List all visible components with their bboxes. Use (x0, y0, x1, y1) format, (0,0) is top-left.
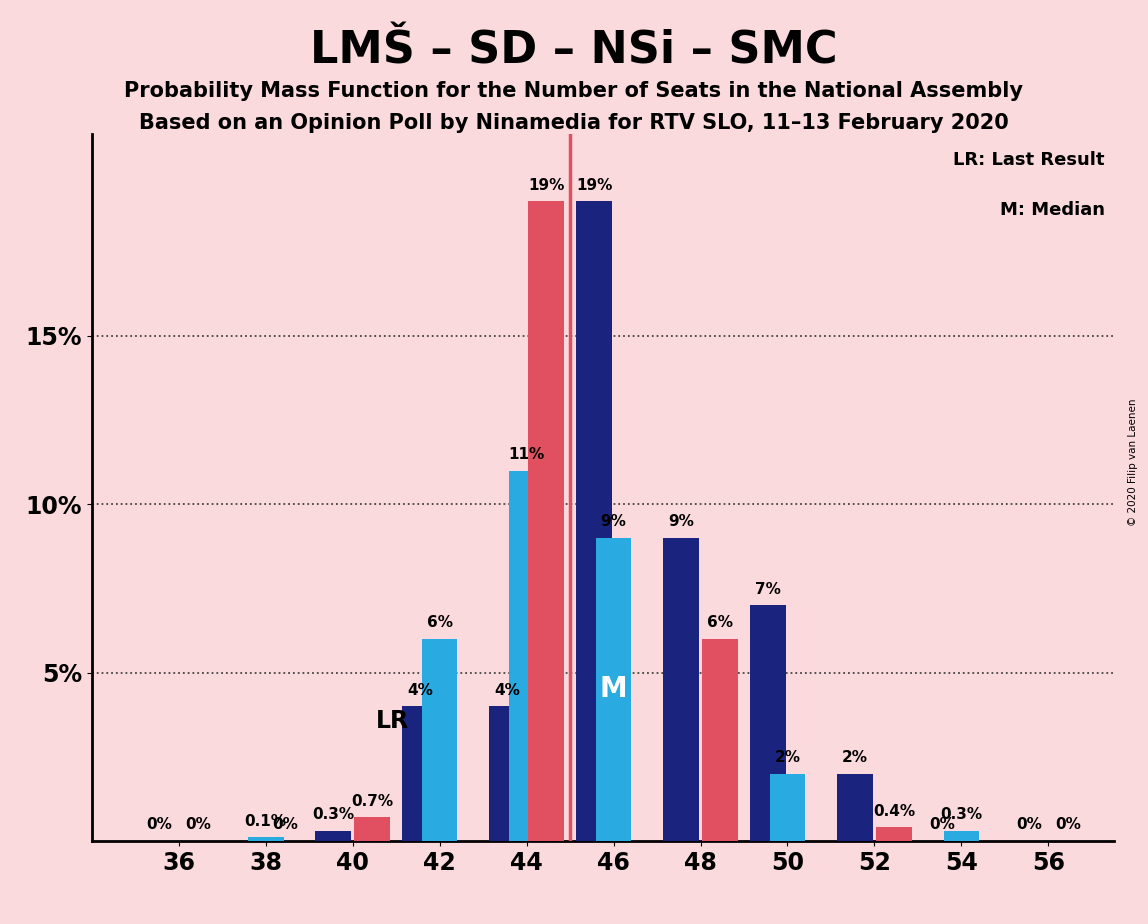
Bar (316, 831, 351, 841)
Bar (248, 837, 284, 841)
Text: M: M (599, 675, 627, 703)
Text: 9%: 9% (668, 515, 693, 529)
Text: 6%: 6% (707, 615, 734, 630)
Text: 11%: 11% (509, 447, 545, 462)
Bar (837, 773, 872, 841)
Text: Probability Mass Function for the Number of Seats in the National Assembly: Probability Mass Function for the Number… (124, 81, 1024, 102)
Bar (876, 827, 912, 841)
Text: 2%: 2% (775, 750, 800, 765)
Text: M: Median: M: Median (1000, 201, 1104, 219)
Bar (355, 818, 390, 841)
Text: 0%: 0% (186, 818, 211, 833)
Bar (944, 831, 979, 841)
Bar (402, 706, 437, 841)
Text: LR: LR (377, 709, 409, 733)
Bar (421, 638, 458, 841)
Text: 0.7%: 0.7% (351, 794, 394, 808)
Bar (769, 773, 805, 841)
Bar (750, 605, 785, 841)
Bar (596, 538, 631, 841)
Text: 0.3%: 0.3% (940, 808, 983, 822)
Text: 0.3%: 0.3% (312, 808, 355, 822)
Text: 6%: 6% (427, 615, 452, 630)
Text: 0%: 0% (146, 818, 172, 833)
Text: LR: Last Result: LR: Last Result (953, 151, 1104, 169)
Text: © 2020 Filip van Laenen: © 2020 Filip van Laenen (1128, 398, 1138, 526)
Bar (528, 201, 564, 841)
Text: LMŠ – SD – NSi – SMC: LMŠ – SD – NSi – SMC (310, 30, 838, 73)
Text: 9%: 9% (600, 515, 627, 529)
Text: 0%: 0% (1016, 818, 1041, 833)
Bar (576, 201, 612, 841)
Text: 0%: 0% (929, 818, 955, 833)
Text: 0%: 0% (1055, 818, 1081, 833)
Text: 2%: 2% (841, 750, 868, 765)
Text: 19%: 19% (576, 178, 612, 193)
Bar (489, 706, 525, 841)
Bar (664, 538, 699, 841)
Text: 0.1%: 0.1% (245, 814, 287, 829)
Text: 7%: 7% (755, 582, 781, 597)
Text: 4%: 4% (494, 683, 520, 698)
Text: 0%: 0% (272, 818, 298, 833)
Text: 19%: 19% (528, 178, 565, 193)
Bar (509, 470, 544, 841)
Text: 0.4%: 0.4% (872, 804, 915, 819)
Bar (703, 638, 738, 841)
Text: 4%: 4% (408, 683, 433, 698)
Text: Based on an Opinion Poll by Ninamedia for RTV SLO, 11–13 February 2020: Based on an Opinion Poll by Ninamedia fo… (139, 113, 1009, 133)
